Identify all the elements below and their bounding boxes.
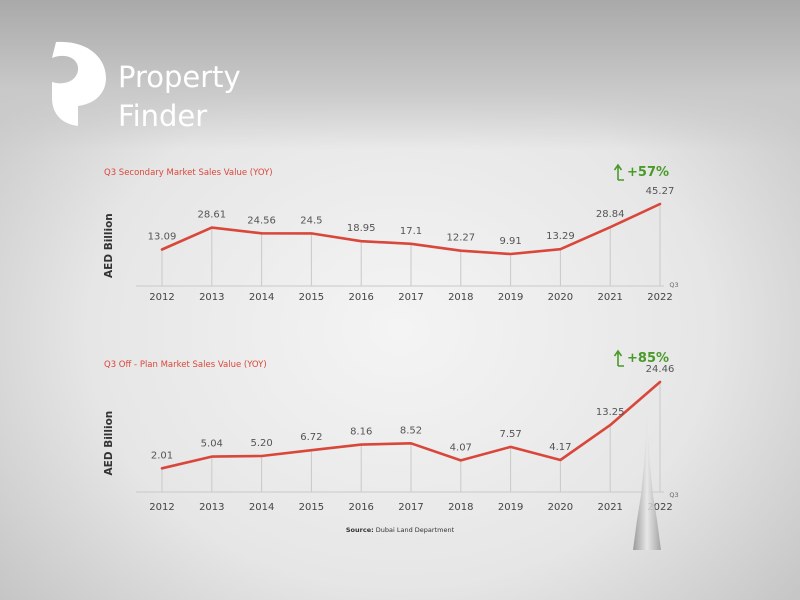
- source-text: Dubai Land Department: [375, 526, 455, 534]
- data-label: 45.27: [646, 186, 675, 197]
- burj-khalifa-tower-icon: [633, 405, 661, 550]
- chart-title: Q3 Off - Plan Market Sales Value (YOY): [104, 360, 267, 370]
- q3-note: Q3: [669, 281, 678, 289]
- data-label: 18.95: [347, 223, 376, 234]
- data-label: 5.20: [250, 438, 272, 449]
- x-tick-label: 2012: [149, 502, 174, 513]
- data-label: 6.72: [300, 432, 322, 443]
- off-plan-market-chart: Q3 Off - Plan Market Sales Value (YOY) AE…: [103, 349, 679, 513]
- data-label: 8.16: [350, 427, 372, 438]
- x-tick-label: 2013: [199, 502, 224, 513]
- data-label: 13.29: [546, 231, 575, 242]
- x-tick-label: 2016: [348, 292, 373, 303]
- y-axis-label: AED Billion: [103, 411, 115, 476]
- x-tick-label: 2020: [548, 292, 573, 303]
- x-tick-label: 2017: [398, 292, 423, 303]
- x-tick-label: 2018: [448, 292, 473, 303]
- growth-arrow-icon: [613, 349, 624, 367]
- growth-percentage: +85%: [627, 351, 669, 366]
- data-label: 28.84: [596, 209, 625, 220]
- data-label: 17.1: [400, 226, 422, 237]
- q3-note: Q3: [669, 491, 678, 499]
- data-label: 8.52: [400, 425, 422, 436]
- x-tick-label: 2014: [249, 292, 274, 303]
- brand-name: Property Finder: [118, 58, 241, 136]
- chart-title: Q3 Secondary Market Sales Value (YOY): [104, 168, 273, 178]
- data-label: 2.01: [151, 450, 173, 461]
- series-line: [160, 202, 662, 256]
- x-tick-label: 2021: [597, 502, 622, 513]
- x-tick-label: 2022: [647, 502, 672, 513]
- x-tick-label: 2013: [199, 292, 224, 303]
- data-label: 4.07: [450, 442, 472, 453]
- y-axis-label: AED Billion: [103, 213, 115, 278]
- source-note: Source: Dubai Land Department: [0, 526, 800, 534]
- data-label: 13.25: [596, 407, 625, 418]
- property-finder-logo-mark-icon: [52, 41, 106, 126]
- x-tick-label: 2021: [597, 292, 622, 303]
- data-label: 13.09: [148, 231, 177, 242]
- brand-name-line2: Finder: [118, 99, 208, 133]
- data-label: 28.61: [197, 210, 226, 221]
- brand-name-line1: Property: [118, 60, 241, 94]
- series-line: [160, 380, 662, 470]
- source-label: Source:: [345, 526, 374, 534]
- data-label: 24.46: [646, 364, 675, 375]
- x-tick-label: 2015: [299, 502, 324, 513]
- data-label: 12.27: [446, 233, 475, 244]
- secondary-market-chart: Q3 Secondary Market Sales Value (YOY) AED…: [103, 163, 679, 303]
- growth-percentage: +57%: [627, 165, 669, 180]
- x-tick-label: 2020: [548, 502, 573, 513]
- x-tick-label: 2014: [249, 502, 274, 513]
- data-label: 9.91: [499, 236, 521, 247]
- x-tick-label: 2019: [498, 292, 523, 303]
- x-tick-label: 2022: [647, 292, 672, 303]
- data-label: 24.5: [300, 215, 322, 226]
- data-label: 4.17: [549, 442, 571, 453]
- data-label: 24.56: [247, 215, 276, 226]
- x-tick-label: 2012: [149, 292, 174, 303]
- x-tick-label: 2018: [448, 502, 473, 513]
- growth-arrow-icon: [613, 163, 624, 181]
- data-label: 5.04: [201, 439, 223, 450]
- data-label: 7.57: [499, 429, 521, 440]
- x-tick-label: 2017: [398, 502, 423, 513]
- x-tick-label: 2015: [299, 292, 324, 303]
- brand-logo: Property Finder: [48, 38, 288, 133]
- header-band: [0, 0, 800, 150]
- x-tick-label: 2016: [348, 502, 373, 513]
- x-tick-label: 2019: [498, 502, 523, 513]
